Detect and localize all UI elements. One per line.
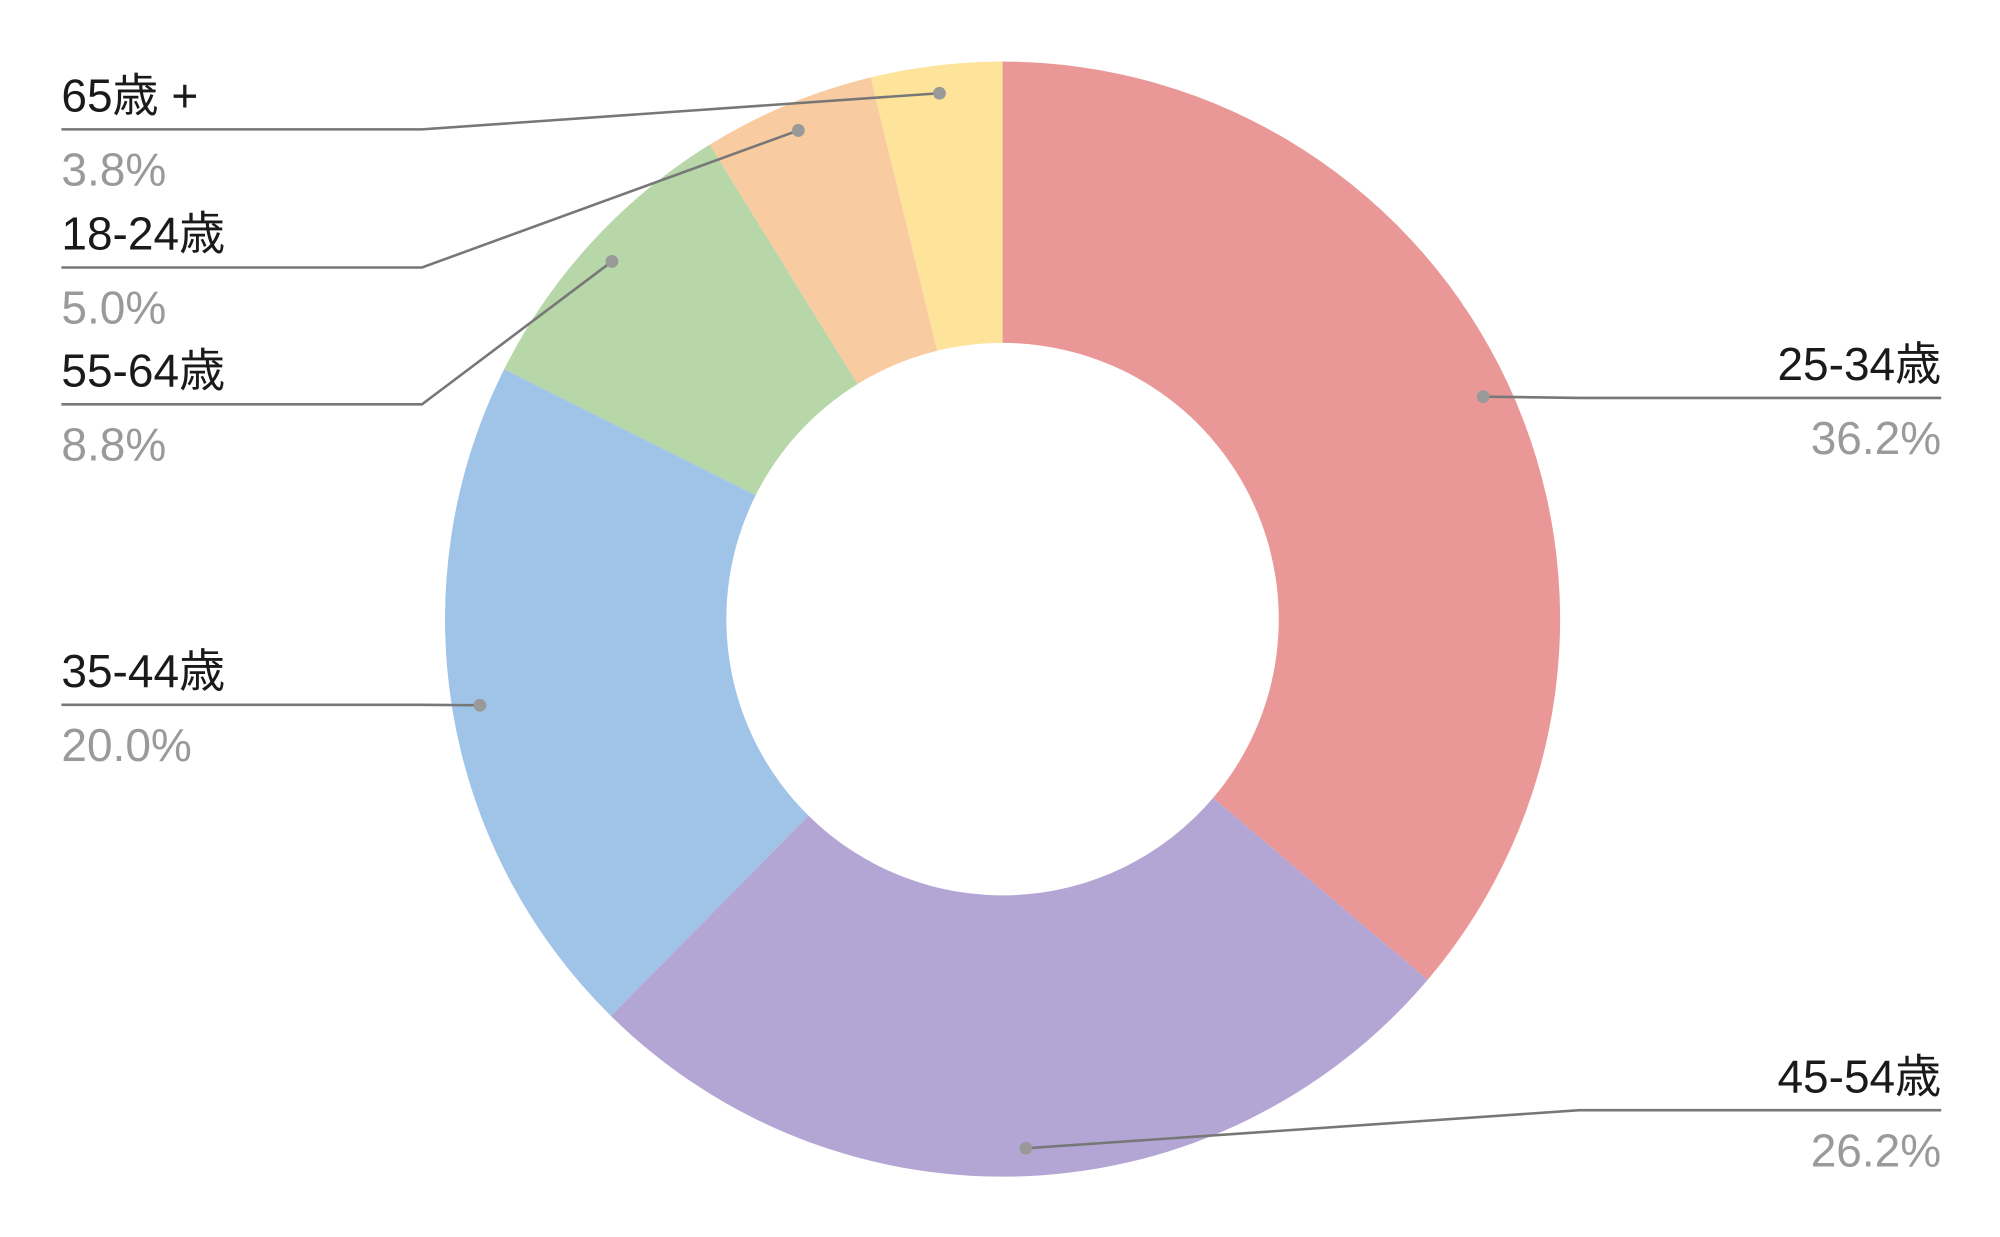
slice-value-label: 20.0% — [61, 719, 191, 771]
donut-slice — [504, 144, 858, 496]
slice-label: 35-44歳 — [61, 645, 225, 697]
slice-label: 65歳 + — [61, 69, 198, 121]
slice-value-label: 8.8% — [61, 419, 166, 471]
slice-label: 25-34歳 — [1777, 338, 1941, 390]
leader-dot — [473, 698, 487, 712]
leader-dot — [933, 86, 946, 100]
slice-value-label: 3.8% — [61, 144, 166, 196]
donut-slice — [445, 369, 809, 1016]
slice-value-label: 26.2% — [1811, 1124, 1941, 1176]
slice-label: 18-24歳 — [61, 208, 225, 260]
leader-line — [61, 129, 799, 269]
slice-label: 45-54歳 — [1777, 1050, 1941, 1102]
donut-slice — [610, 797, 1428, 1177]
leader-dot — [1476, 390, 1490, 404]
leader-dot — [605, 255, 619, 268]
leader-line — [1025, 1108, 1942, 1150]
donut-slice — [1002, 61, 1561, 980]
slice-value-label: 36.2% — [1811, 412, 1941, 464]
leader-dot — [791, 124, 805, 137]
leader-line — [1483, 395, 1942, 400]
leader-line — [61, 91, 940, 131]
donut-slice — [709, 77, 938, 385]
leader-line — [61, 260, 613, 406]
leader-dot — [1019, 1141, 1033, 1155]
donut-slice — [870, 61, 1003, 351]
slice-label: 55-64歳 — [61, 344, 225, 396]
slice-value-label: 5.0% — [61, 282, 166, 334]
